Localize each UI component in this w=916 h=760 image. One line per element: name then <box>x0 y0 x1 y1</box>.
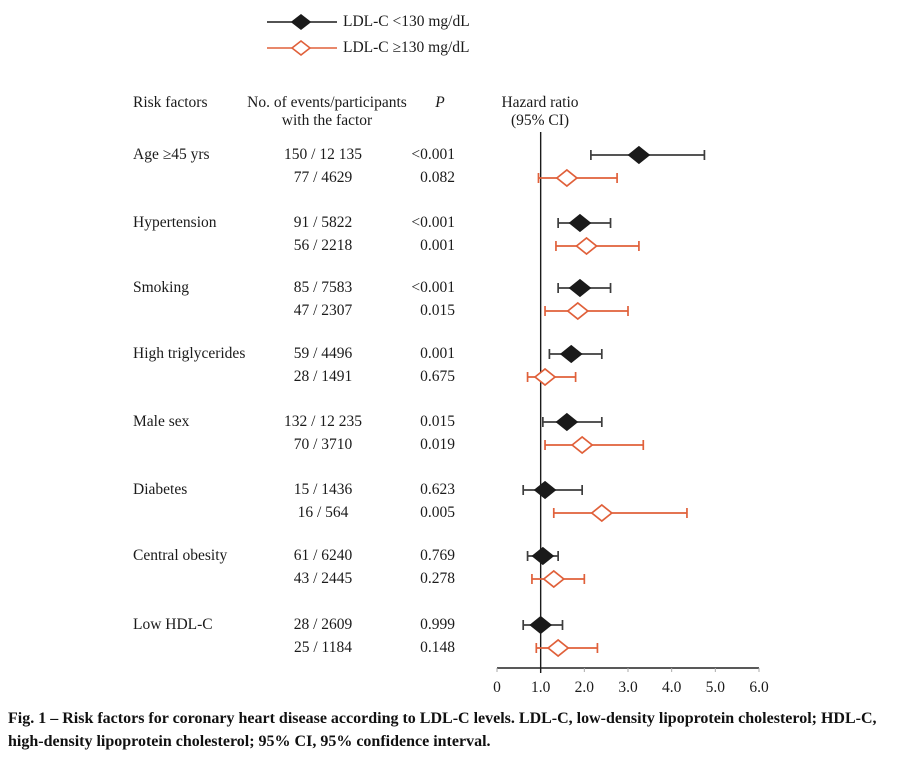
events-participants-cell: 43 / 2445 <box>293 570 353 587</box>
p-value-cell: 0.001 <box>420 237 455 254</box>
legend-item: LDL-C ≥130 mg/dL <box>267 39 469 57</box>
events-participants-cell: 28 / 1491 <box>293 368 353 385</box>
risk-factor-label: Male sex <box>133 413 190 430</box>
events-participants-cell: 56 / 2218 <box>293 237 353 254</box>
column-header-risk-factors: Risk factors <box>133 94 208 111</box>
x-tick-label: 1.0 <box>531 679 551 696</box>
legend-label: LDL-C ≥130 mg/dL <box>343 39 470 56</box>
p-value-cell: <0.001 <box>411 279 455 296</box>
p-value-cell: 0.019 <box>420 436 455 453</box>
p-value-cell: 0.001 <box>420 345 455 362</box>
column-header-hazard-ratio-line1: Hazard ratio <box>501 94 579 111</box>
hr-marker-open-diamond <box>570 435 594 455</box>
events-participants-cell: 25 / 1184 <box>294 639 352 656</box>
legend-label: LDL-C <130 mg/dL <box>343 13 470 30</box>
x-tick-label: 4.0 <box>662 679 682 696</box>
p-value-cell: 0.999 <box>420 616 455 633</box>
column-header-hazard-ratio-line2: (95% CI) <box>510 112 570 129</box>
legend-item: LDL-C <130 mg/dL <box>267 13 470 31</box>
events-participants-cell: 16 / 564 <box>297 504 349 521</box>
events-participants-cell: 61 / 6240 <box>293 547 353 564</box>
x-tick-label: 0 <box>493 679 501 696</box>
events-participants-cell: 91 / 5822 <box>293 214 353 231</box>
x-tick-label: 5.0 <box>706 679 726 696</box>
p-value-cell: 0.278 <box>420 570 455 587</box>
hr-marker-open-diamond <box>555 168 579 188</box>
hr-marker-filled-diamond <box>529 615 553 635</box>
events-participants-cell: 85 / 7583 <box>293 279 353 296</box>
events-participants-cell: 15 / 1436 <box>293 481 353 498</box>
hr-marker-open-diamond <box>546 638 570 658</box>
events-participants-cell: 150 / 12 135 <box>284 146 362 163</box>
risk-factor-label: Hypertension <box>133 214 217 231</box>
x-tick-label: 6.0 <box>749 679 769 696</box>
events-participants-cell: 132 / 12 235 <box>284 413 362 430</box>
column-header-p-value: P <box>435 94 445 111</box>
x-tick-label: 3.0 <box>618 679 638 696</box>
risk-factor-label: Diabetes <box>133 481 188 498</box>
hr-marker-filled-diamond <box>533 480 557 500</box>
events-participants-cell: 28 / 2609 <box>293 616 353 633</box>
figure-caption: Fig. 1 – Risk factors for coronary heart… <box>8 707 908 753</box>
p-value-cell: 0.148 <box>420 639 455 656</box>
risk-factor-label: Smoking <box>133 279 189 296</box>
events-participants-cell: 59 / 4496 <box>293 345 353 362</box>
p-value-cell: 0.082 <box>420 169 455 186</box>
p-value-cell: <0.001 <box>411 214 455 231</box>
hr-marker-open-diamond <box>566 301 590 321</box>
risk-factor-label: Low HDL-C <box>133 616 213 633</box>
events-participants-cell: 70 / 3710 <box>293 436 353 453</box>
p-value-cell: 0.769 <box>420 547 455 564</box>
legend-filled-diamond-icon <box>267 13 337 31</box>
hr-marker-filled-diamond <box>559 344 583 364</box>
column-header-events-line1: No. of events/participants <box>247 94 407 111</box>
hr-marker-open-diamond <box>575 236 598 256</box>
p-value-cell: <0.001 <box>411 146 455 163</box>
p-value-cell: 0.675 <box>420 368 455 385</box>
p-value-cell: 0.005 <box>420 504 455 521</box>
p-value-cell: 0.015 <box>420 302 455 319</box>
hr-marker-filled-diamond <box>531 546 555 566</box>
events-participants-cell: 47 / 2307 <box>293 302 353 319</box>
hr-marker-open-diamond <box>533 367 557 387</box>
x-tick-label: 2.0 <box>575 679 595 696</box>
legend-open-diamond-icon <box>267 39 337 57</box>
hr-marker-filled-diamond <box>568 278 592 298</box>
risk-factor-label: Age ≥45 yrs <box>133 146 210 163</box>
p-value-cell: 0.015 <box>420 413 455 430</box>
hr-marker-filled-diamond <box>627 145 651 165</box>
hr-marker-open-diamond <box>542 569 566 589</box>
hr-marker-filled-diamond <box>555 412 579 432</box>
risk-factor-label: Central obesity <box>133 547 228 564</box>
figure-caption-text: Fig. 1 – Risk factors for coronary heart… <box>8 710 877 751</box>
column-header-events-line2: with the factor <box>281 112 373 129</box>
events-participants-cell: 77 / 4629 <box>293 169 353 186</box>
hr-marker-filled-diamond <box>568 213 592 233</box>
p-value-cell: 0.623 <box>420 481 455 498</box>
risk-factor-label: High triglycerides <box>133 345 246 362</box>
hr-marker-open-diamond <box>590 503 614 523</box>
